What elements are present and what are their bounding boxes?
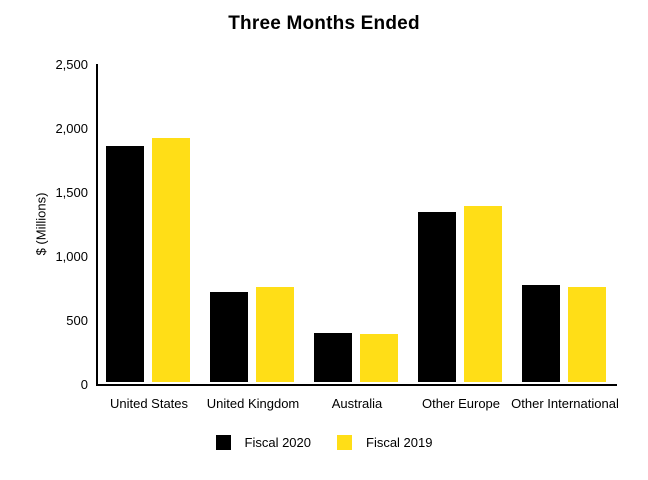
bar (360, 334, 398, 382)
y-tick-label: 500 (66, 313, 88, 328)
plot-area (96, 64, 617, 386)
bar (464, 206, 502, 382)
y-axis-title: $ (Millions) (33, 192, 49, 256)
bar-group (408, 64, 512, 382)
y-tick-label: 1,500 (55, 185, 88, 200)
chart-title: Three Months Ended (228, 13, 420, 34)
chart-legend: Fiscal 2020 Fiscal 2019 (0, 435, 648, 450)
bar (152, 137, 190, 382)
bar-group (200, 64, 304, 382)
bar-group (304, 64, 408, 382)
legend-item: Fiscal 2019 (337, 435, 432, 450)
x-category-label: United States (109, 396, 189, 411)
y-tick-label: 0 (80, 377, 88, 392)
y-tick-label: 1,000 (55, 249, 88, 264)
bar-group (96, 64, 200, 382)
bar (522, 285, 560, 382)
bar (568, 287, 606, 382)
y-axis-line (96, 64, 98, 386)
legend-item: Fiscal 2020 (215, 435, 311, 450)
bar (418, 211, 456, 382)
x-category-label: United Kingdom (206, 396, 300, 411)
bar (314, 333, 352, 382)
y-tick-label: 2,000 (55, 121, 88, 136)
x-axis-line (96, 384, 617, 386)
y-tick-label: 2,500 (55, 57, 88, 72)
legend-label: Fiscal 2020 (244, 435, 311, 450)
bar (210, 292, 248, 382)
legend-swatch-icon (337, 435, 352, 450)
x-category-label: Other Europe (421, 396, 501, 411)
legend-label: Fiscal 2019 (366, 435, 433, 450)
x-category-label: Australia (331, 396, 383, 411)
bar (256, 286, 294, 382)
x-category-label: Other International (511, 396, 619, 411)
bar-group (512, 64, 616, 382)
bar (106, 145, 144, 382)
legend-swatch-icon (215, 435, 231, 450)
